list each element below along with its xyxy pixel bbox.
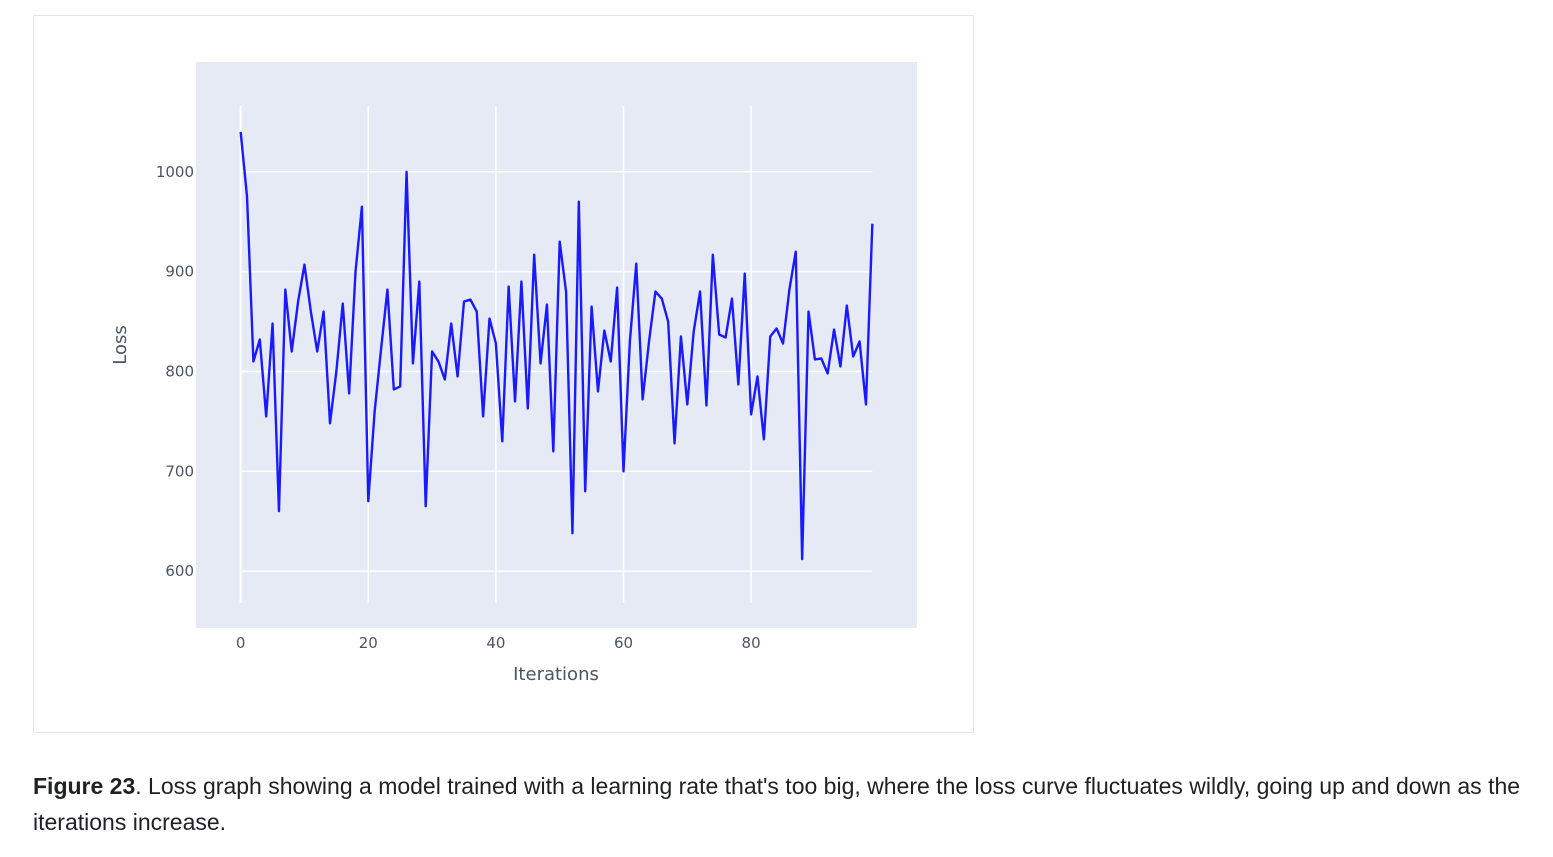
y-axis-title: Loss bbox=[110, 325, 131, 364]
y-tick-label: 700 bbox=[165, 462, 194, 480]
loss-chart: 600 700 800 900 1000 0 20 40 60 80 Iterations Los… bbox=[110, 62, 917, 685]
y-tick-label: 1000 bbox=[156, 163, 194, 181]
y-tick-label: 800 bbox=[165, 362, 194, 380]
y-tick-label: 900 bbox=[165, 263, 194, 281]
x-tick-label: 20 bbox=[359, 634, 378, 652]
x-tick-label: 60 bbox=[614, 634, 633, 652]
caption-text: . Loss graph showing a model trained wit… bbox=[33, 773, 1521, 835]
figure-container: 600 700 800 900 1000 0 20 40 60 80 Iterations Los… bbox=[33, 15, 974, 733]
x-axis-title: Iterations bbox=[513, 664, 599, 685]
series-layer bbox=[239, 131, 874, 561]
tick-labels: 600 700 800 900 1000 0 20 40 60 80 bbox=[156, 163, 761, 652]
loss-series-line bbox=[239, 131, 874, 561]
x-tick-label: 40 bbox=[486, 634, 505, 652]
caption-lead: Figure 23 bbox=[33, 773, 136, 799]
x-tick-label: 0 bbox=[236, 634, 246, 652]
y-tick-label: 600 bbox=[165, 562, 194, 580]
figure-caption: Figure 23. Loss graph showing a model tr… bbox=[33, 768, 1523, 840]
x-tick-label: 80 bbox=[742, 634, 761, 652]
